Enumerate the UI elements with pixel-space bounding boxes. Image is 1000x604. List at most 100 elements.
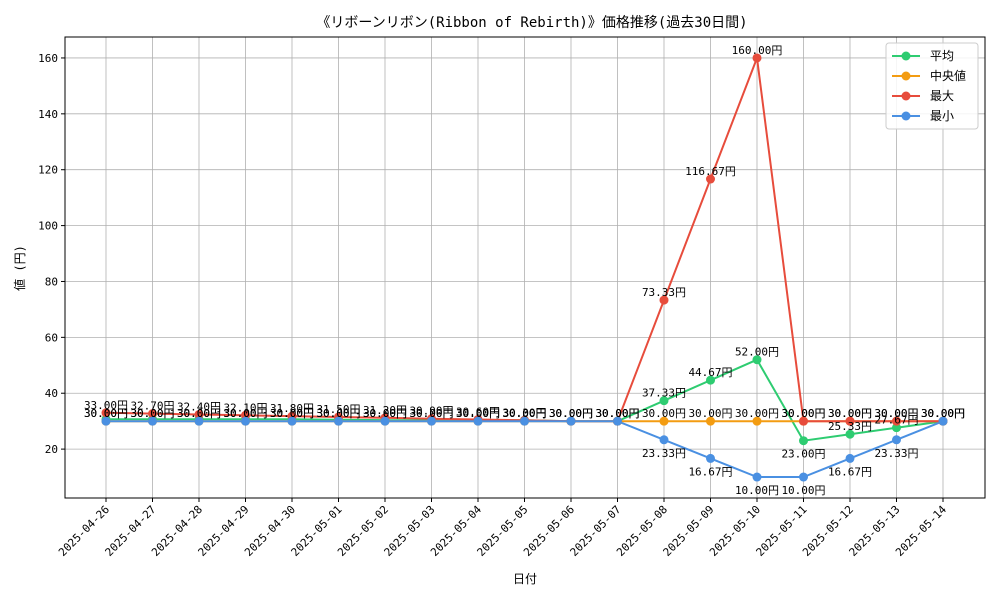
data-label: 30.00円: [921, 407, 965, 420]
y-tick-label: 120: [38, 164, 58, 177]
data-label: 30.00円: [874, 407, 918, 420]
data-label: 30.00円: [177, 407, 221, 420]
data-label: 10.00円: [735, 484, 779, 497]
data-label: 32.40円: [177, 400, 221, 413]
data-point-3: [241, 416, 250, 426]
data-point-3: [473, 416, 483, 426]
data-point-3: [520, 416, 529, 426]
data-label: 32.10円: [223, 401, 267, 414]
legend-marker-0: [901, 51, 911, 61]
data-point-2: [706, 174, 715, 184]
legend-label-1: 中央値: [930, 68, 966, 83]
data-point-3: [427, 416, 436, 426]
data-label: 30.00円: [316, 407, 360, 420]
data-label: 30.00円: [595, 407, 639, 420]
data-point-0: [752, 355, 762, 365]
data-label: 30.00円: [921, 407, 965, 420]
data-label: 23.33円: [874, 447, 918, 460]
data-point-3: [659, 435, 669, 445]
series-data-labels: 37.33円44.67円52.00円23.00円25.33円27.67円30.0…: [84, 44, 965, 497]
data-label: 33.00円: [84, 399, 128, 412]
chart-title: 《リボーンリボン(Ribbon of Rebirth)》価格推移(過去30日間): [316, 15, 747, 31]
data-label: 30.00円: [874, 407, 918, 420]
y-tick-label: 20: [45, 443, 58, 456]
data-label: 30.00円: [130, 407, 174, 420]
data-label: 32.70円: [130, 400, 174, 413]
data-point-2: [845, 416, 855, 426]
data-label: 16.67円: [688, 465, 732, 478]
data-point-3: [334, 416, 343, 426]
data-point-3: [148, 416, 157, 426]
data-label: 30.60円: [456, 405, 500, 418]
data-point-1: [659, 416, 669, 426]
data-label: 116.67円: [685, 165, 736, 178]
data-label: 73.33円: [642, 286, 686, 299]
data-point-3: [892, 435, 901, 445]
data-label: 30.00円: [270, 407, 314, 420]
series-points: [101, 53, 948, 482]
data-label: 30.00円: [549, 407, 593, 420]
data-label: 27.67円: [874, 414, 918, 427]
data-label: 30.00円: [688, 407, 732, 420]
x-axis-title: 日付: [513, 572, 537, 586]
data-label: 30.00円: [409, 407, 453, 420]
data-label: 30.00円: [409, 407, 453, 420]
data-label: 31.80円: [270, 402, 314, 415]
data-point-2: [194, 409, 204, 419]
data-point-3: [566, 416, 576, 426]
data-label: 52.00円: [735, 346, 779, 359]
data-label: 30.00円: [316, 407, 360, 420]
data-point-3: [613, 416, 622, 426]
data-point-1: [752, 416, 762, 426]
data-point-2: [752, 53, 762, 63]
data-label: 30.00円: [642, 407, 686, 420]
data-label: 30.00円: [549, 407, 593, 420]
y-tick-label: 60: [45, 331, 58, 344]
data-label: 30.30円: [502, 406, 546, 419]
data-point-3: [938, 416, 948, 426]
data-label: 30.00円: [595, 407, 639, 420]
data-point-2: [148, 409, 157, 419]
x-axis-ticks: 2025-04-262025-04-272025-04-282025-04-29…: [56, 498, 949, 559]
data-point-2: [659, 295, 669, 305]
legend-box: [885, 42, 979, 130]
data-point-0: [845, 429, 855, 439]
y-tick-label: 40: [45, 387, 58, 400]
data-point-3: [706, 453, 715, 463]
legend-label-0: 平均: [930, 49, 954, 63]
data-label: 30.00円: [595, 407, 639, 420]
data-label: 25.33円: [828, 420, 872, 433]
data-label: 30.00円: [921, 407, 965, 420]
legend-label-2: 最大: [930, 89, 954, 103]
legend-marker-1: [901, 71, 911, 81]
data-label: 30.00円: [456, 407, 500, 420]
y-axis-title: 値 (円): [12, 245, 27, 291]
data-label: 44.67円: [688, 366, 732, 379]
data-point-0: [706, 375, 715, 385]
data-point-3: [194, 416, 204, 426]
data-label: 30.00円: [456, 407, 500, 420]
data-label: 30.00円: [828, 407, 872, 420]
data-label: 37.33円: [642, 387, 686, 400]
data-point-0: [892, 423, 901, 433]
data-point-0: [659, 396, 669, 406]
data-label: 30.00円: [177, 407, 221, 420]
data-label: 31.20円: [363, 404, 407, 417]
data-point-3: [287, 416, 297, 426]
data-label: 30.00円: [549, 407, 593, 420]
data-label: 30.00円: [735, 407, 779, 420]
data-point-2: [892, 416, 901, 426]
data-label: 23.33円: [642, 447, 686, 460]
data-point-1: [706, 416, 715, 426]
legend-marker-2: [901, 91, 911, 101]
data-point-3: [380, 416, 390, 426]
data-point-3: [799, 472, 808, 482]
data-point-0: [799, 436, 808, 446]
data-label: 31.50円: [316, 403, 360, 416]
data-label: 30.00円: [270, 407, 314, 420]
y-tick-label: 100: [38, 220, 58, 233]
data-label: 30.00円: [223, 407, 267, 420]
